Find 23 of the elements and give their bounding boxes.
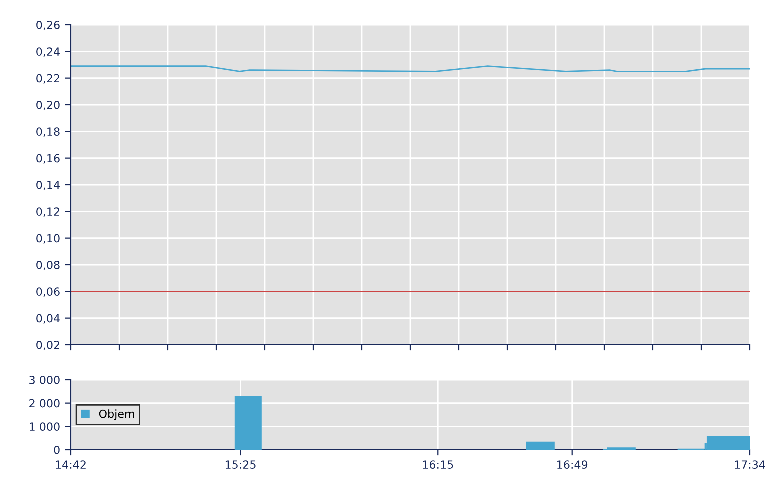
y-tick-label: 1 000 (30, 422, 60, 432)
y-tick-label: 0,12 (36, 208, 60, 218)
y-tick-label: 2 000 (30, 399, 60, 408)
x-tick-label: 16:15 (423, 460, 454, 470)
y-tick-label: 0,10 (36, 234, 60, 244)
y-tick-label: 0,02 (36, 340, 60, 351)
y-tick-label: 0,04 (36, 314, 60, 324)
y-tick-label: 0,18 (36, 128, 60, 138)
y-tick-label: 0,24 (36, 48, 60, 58)
y-tick-label: 0,08 (36, 260, 60, 271)
y-tick-label: 0,26 (36, 20, 60, 31)
y-tick-label: 0,14 (36, 180, 60, 191)
y-tick-label: 0,22 (36, 74, 60, 84)
y-tick-label: 0,16 (36, 154, 60, 164)
y-tick-label: 0,06 (36, 288, 60, 298)
y-tick-label: 3 000 (30, 376, 60, 384)
x-tick-label: 14:42 (56, 460, 86, 469)
x-tick-label: 15:25 (226, 460, 256, 470)
y-tick-label: 0,20 (36, 100, 60, 111)
legend-label: Objem (99, 410, 134, 420)
x-tick-label: 16:49 (558, 460, 588, 470)
x-tick-label: 17:34 (735, 460, 766, 470)
y-tick-label: 0 (54, 446, 60, 454)
